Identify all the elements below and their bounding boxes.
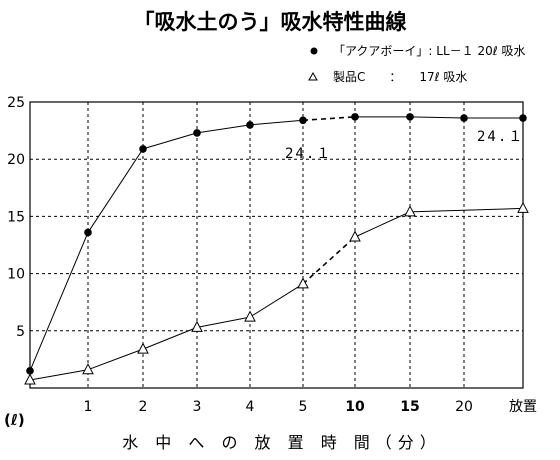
x-tick-label-放置: 放置: [509, 399, 537, 415]
series-segment: [87, 348, 144, 371]
annotation-right: 24.１: [477, 129, 524, 145]
legend-marker-aquaboy: [310, 47, 318, 55]
x-tick-label-4: 4: [246, 399, 255, 415]
x-tick-label-15: 15: [400, 399, 419, 415]
series-segment: [29, 369, 89, 381]
series-segment: [409, 207, 524, 213]
legend: 「アクアボーイ」: LL－１ 20ℓ 吸水 製品C ： 17ℓ 吸水: [308, 44, 526, 84]
series-segment: [302, 116, 356, 122]
series-aquaboy: [26, 113, 527, 375]
x-axis-label: 水 中 へ の 放 置 時 間（分）: [122, 433, 442, 452]
y-tick-label-5: 5: [16, 324, 25, 340]
data-point-0: [26, 367, 34, 375]
data-point-4: [244, 310, 256, 322]
legend-marker-product-c: [308, 71, 318, 81]
series-segment: [142, 132, 198, 150]
x-tick-label-1: 1: [84, 399, 93, 415]
series-segment: [196, 316, 251, 328]
series-segment: [409, 116, 465, 119]
x-tick-label-3: 3: [193, 399, 202, 415]
data-point-15: [406, 113, 414, 121]
y-tick-label-15: 15: [7, 209, 25, 225]
series-segment: [354, 211, 411, 238]
y-tick-label-10: 10: [7, 267, 25, 283]
data-point-15: [404, 205, 416, 217]
annotation-left: 24.１: [285, 146, 332, 162]
y-unit-label: (ℓ): [4, 411, 25, 429]
data-point-2: [137, 342, 149, 354]
x-tick-label-20: 20: [455, 399, 473, 415]
series-segment: [196, 124, 251, 134]
y-tick-label-25: 25: [7, 95, 25, 111]
data-point-4: [246, 121, 254, 129]
tick-labels: 5 10 15 20 25 1 2 3 4 5 10 15 20 放置: [7, 95, 537, 415]
x-tick-label-2: 2: [139, 399, 148, 415]
data-point-10: [351, 113, 359, 121]
data-point-3: [193, 129, 201, 137]
series-segment: [142, 326, 198, 350]
legend-label-aquaboy: 「アクアボーイ」: LL－１ 20ℓ 吸水: [333, 44, 526, 58]
grid: [30, 102, 523, 388]
data-point-放置: [519, 114, 527, 122]
legend-label-product-c: 製品C ： 17ℓ 吸水: [333, 70, 467, 84]
series-segment: [249, 283, 304, 318]
x-tick-label-10: 10: [345, 399, 365, 415]
axes: [29, 101, 524, 389]
data-point-放置: [517, 201, 529, 213]
series-segment: [249, 119, 304, 126]
chart-title: 「吸水土のう」吸水特性曲線: [134, 10, 407, 34]
series: [24, 113, 529, 385]
data-point-3: [191, 320, 203, 332]
y-tick-label-20: 20: [7, 152, 25, 168]
data-point-20: [460, 114, 468, 122]
data-point-10: [349, 230, 361, 242]
data-point-5: [299, 116, 307, 125]
series-segment: [29, 232, 89, 372]
data-point-0: [24, 373, 36, 385]
data-point-2: [139, 145, 147, 153]
x-tick-label-5: 5: [299, 399, 308, 415]
series-segment: [87, 148, 144, 233]
data-point-1: [82, 363, 94, 375]
plot-frame: [29, 101, 524, 389]
data-point-1: [84, 228, 92, 237]
data-point-5: [297, 277, 309, 289]
series-product-c: [24, 201, 529, 385]
series-segment: [302, 236, 356, 285]
